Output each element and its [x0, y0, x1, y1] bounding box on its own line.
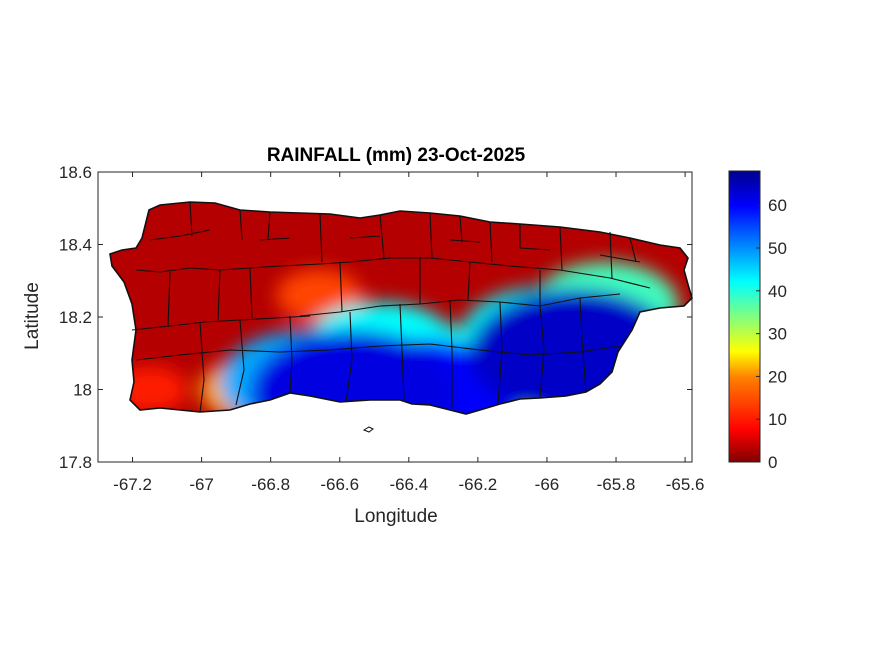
y-tick-label: 18.4: [59, 236, 92, 255]
colorbar-tick-label: 40: [768, 282, 787, 301]
municipality-border: [131, 315, 311, 331]
municipality-borders: [131, 201, 651, 413]
y-axis-ticks: 17.8 18 18.2 18.4 18.6: [59, 163, 692, 472]
colorbar-tick-label: 20: [768, 367, 787, 386]
x-tick-label: -67.2: [113, 475, 152, 494]
municipality-border: [497, 297, 587, 405]
y-tick-label: 18.2: [59, 308, 92, 327]
y-tick-label: 18: [73, 381, 92, 400]
y-axis-label: Latitude: [22, 282, 43, 350]
x-tick-label: -66: [535, 475, 560, 494]
colorbar: [728, 170, 761, 463]
municipality-border: [167, 258, 541, 327]
x-axis-label: Longitude: [354, 506, 437, 527]
colorbar-tick-label: 0: [768, 453, 777, 472]
chart-title: RAINFALL (mm) 23-Oct-2025: [267, 145, 526, 166]
colorbar-ticks: 0 10 20 30 40 50 60: [756, 196, 787, 472]
x-tick-label: -66.8: [251, 475, 290, 494]
municipality-border: [199, 315, 293, 413]
rain-cell: [250, 330, 457, 414]
colorbar-tick-label: 50: [768, 239, 787, 258]
y-tick-label: 18.6: [59, 163, 92, 182]
island-outline: [109, 201, 693, 415]
municipality-border: [189, 201, 637, 263]
municipality-border: [135, 265, 281, 273]
x-tick-label: -65.8: [597, 475, 636, 494]
x-tick-label: -67: [189, 475, 214, 494]
municipality-border: [319, 212, 613, 279]
colorbar-tick-label: 60: [768, 196, 787, 215]
municipality-border: [299, 293, 621, 317]
x-tick-label: -66.6: [320, 475, 359, 494]
y-tick-label: 17.8: [59, 453, 92, 472]
municipality-border: [279, 257, 651, 289]
municipality-border: [149, 229, 641, 263]
x-axis-ticks: -67.2 -67 -66.8 -66.6 -66.4 -66.2 -66 -65.8 -65.…: [113, 172, 704, 494]
municipality-border: [135, 343, 621, 361]
islet-caja-de-muertos: [362, 426, 374, 433]
x-tick-label: -66.4: [389, 475, 428, 494]
x-tick-label: -66.2: [459, 475, 498, 494]
colorbar-tick-label: 10: [768, 410, 787, 429]
colorbar-tick-label: 30: [768, 325, 787, 344]
x-tick-label: -65.6: [666, 475, 705, 494]
municipality-border: [345, 299, 453, 408]
